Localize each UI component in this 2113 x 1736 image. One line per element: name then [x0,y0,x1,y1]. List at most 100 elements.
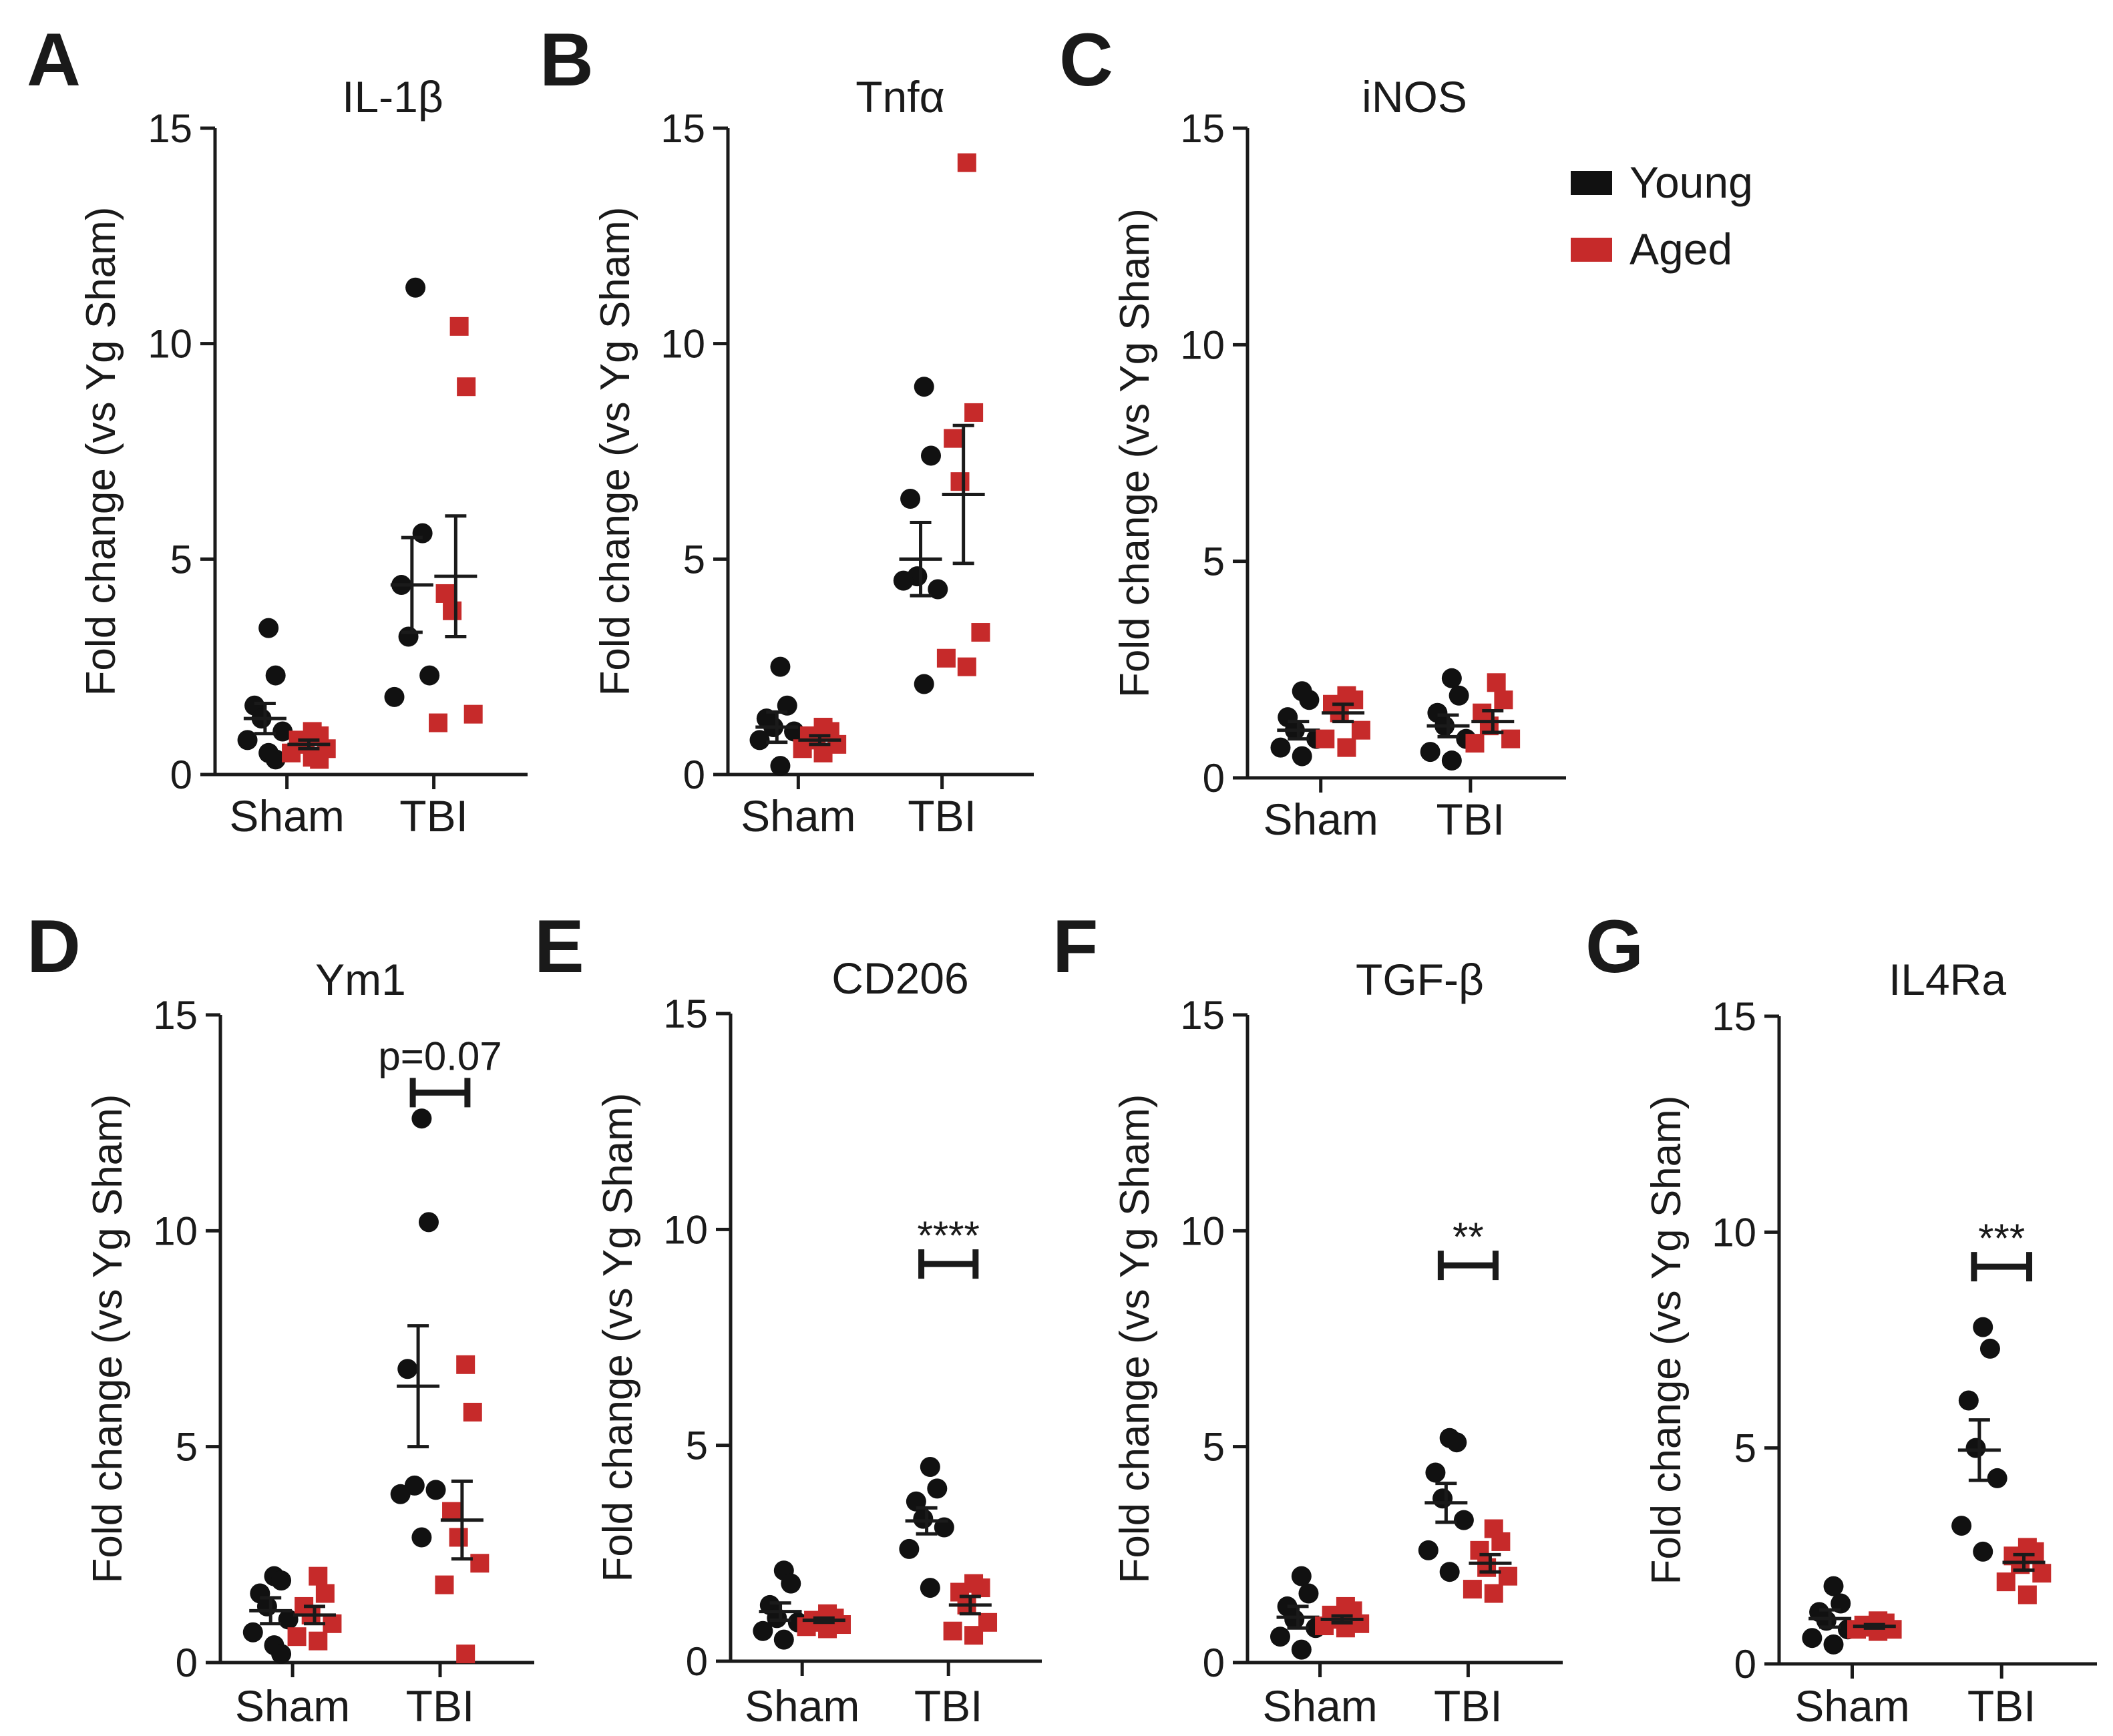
y-tick-label: 5 [1203,539,1225,584]
series-aged [797,1574,998,1645]
data-point-young [397,1359,418,1379]
data-point-aged [1463,1580,1482,1599]
series-aged [1847,1538,2052,1641]
y-tick-label: 0 [1734,1642,1756,1687]
data-point-young [1973,1541,1993,1562]
series-young [749,377,948,777]
data-point-young [920,445,941,466]
data-point-young [899,1538,920,1559]
significance-bracket: *** [1971,1216,2033,1282]
data-point-aged [2032,1564,2052,1583]
y-axis-label: Fold change (vs Yg Sham) [1644,1096,1690,1585]
data-point-young [781,1573,801,1594]
series-aged [1315,1519,1517,1638]
panel-title: CD206 [831,953,968,1003]
series-aged [282,316,483,769]
x-tick-label: TBI [914,1681,983,1731]
panel-a: A IL-1β Fold change (vs Yg Sham) 0 5 10 15 Sham… [27,18,528,841]
data-point-young [1453,1510,1474,1530]
data-point-aged [813,743,833,763]
y-tick-label: 5 [170,537,192,582]
data-point-young [1441,750,1462,771]
series-young [1270,668,1477,771]
data-point-young [1951,1516,1972,1536]
panel-title: iNOS [1362,72,1467,122]
data-point-aged [1996,1572,2015,1592]
data-point-young [1823,1576,1844,1596]
data-point-young [1432,1488,1453,1509]
x-tick-label: TBI [399,791,468,841]
y-axis-label: Fold change (vs Yg Sham) [1112,1094,1158,1584]
data-point-aged [1501,729,1521,748]
legend-label-aged: Aged [1629,224,1732,274]
data-point-aged [463,1402,482,1422]
data-point-aged [1494,690,1513,710]
data-point-aged [449,316,469,336]
data-point-aged [793,739,812,758]
data-point-aged [449,1528,468,1547]
data-point-young [1270,737,1291,758]
y-tick-label: 5 [176,1425,198,1470]
y-tick-label: 15 [148,106,192,151]
legend-swatch-aged [1571,238,1612,262]
data-point-young [272,721,293,742]
y-tick-label: 10 [660,322,705,367]
data-point-aged [442,1502,461,1521]
panel-title: IL4Ra [1889,955,2006,1004]
data-point-young [773,1629,794,1650]
y-tick-label: 0 [176,1641,198,1685]
data-point-aged [1487,673,1506,692]
panel-letter: B [540,18,594,101]
data-point-young [398,626,419,647]
significance-label: p=0.07 [378,1034,502,1078]
data-point-young [900,488,921,509]
data-point-young [770,756,791,777]
data-point-young [927,1478,948,1499]
x-tick-label: Sham [1262,1681,1377,1731]
data-point-young [258,618,279,638]
data-point-aged [1337,738,1356,757]
y-axis-label: Fold change (vs Yg Sham) [85,1094,131,1584]
series-aged [287,1355,490,1664]
data-point-aged [456,1645,475,1664]
data-point-young [893,570,914,591]
panels: A IL-1β Fold change (vs Yg Sham) 0 5 10 15 Sham… [27,18,2097,1731]
panel-f: F TGF-β Fold change (vs Yg Sham) 0 5 10 15 Sham… [1052,905,1563,1731]
data-point-young [913,1508,934,1529]
y-tick-label: 0 [683,752,705,797]
data-point-aged [936,648,956,668]
y-tick-label: 10 [1180,1209,1225,1253]
y-tick-label: 10 [153,1209,198,1253]
data-point-aged [323,1614,342,1633]
data-point-young [425,1480,446,1500]
data-point-aged [1477,1558,1497,1577]
panel-title: TGF-β [1356,955,1484,1004]
data-point-young [411,1527,432,1548]
series-young [753,1457,954,1650]
data-point-aged [1847,1620,1867,1639]
x-tick-label: Sham [1263,795,1378,844]
data-point-young [1298,1583,1319,1604]
data-point-young [411,1108,432,1129]
panel-letter: G [1585,905,1644,988]
series-young [242,1108,446,1665]
data-point-young [914,674,934,694]
significance-label: *** [1978,1216,2025,1261]
y-tick-label: 0 [1203,1641,1225,1685]
data-point-young [390,1484,411,1504]
data-point-young [1292,746,1312,767]
x-tick-label: Sham [1794,1681,1909,1731]
y-tick-label: 5 [1203,1425,1225,1470]
data-point-young [1439,1562,1460,1582]
y-tick-label: 10 [663,1207,708,1252]
data-point-aged [957,657,976,676]
data-point-young [1291,1566,1312,1586]
data-point-young [1965,1438,1986,1458]
data-point-young [1958,1390,1979,1411]
data-point-young [1987,1468,2007,1488]
data-point-young [770,656,791,677]
data-point-young [237,730,258,750]
y-tick-label: 15 [1712,994,1756,1039]
data-point-aged [1491,1532,1511,1551]
data-point-young [753,1620,773,1641]
